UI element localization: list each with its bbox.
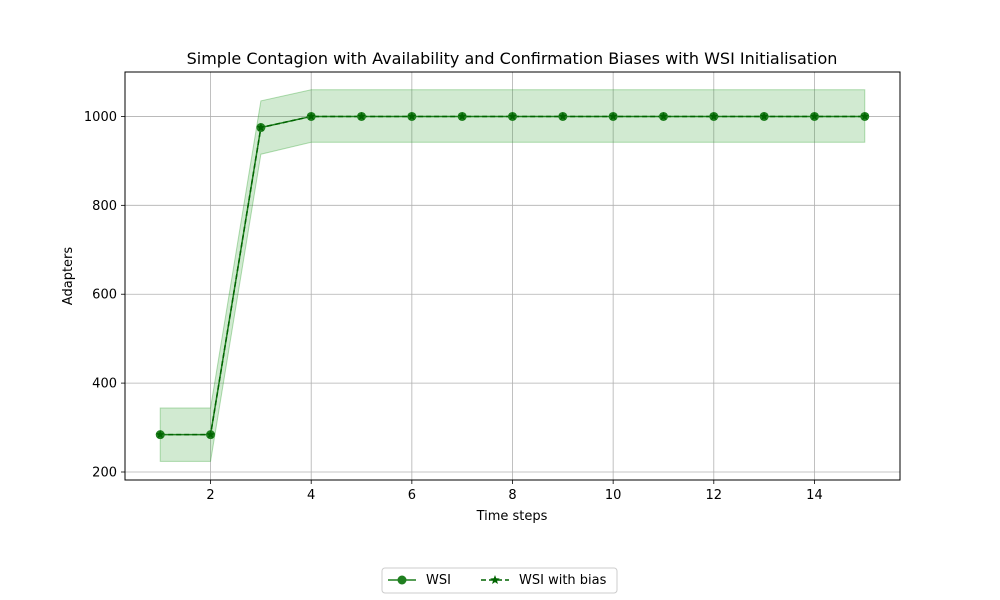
chart-title: Simple Contagion with Availability and C… <box>187 49 838 68</box>
legend-marker-wsi <box>397 575 407 585</box>
data-point-star <box>206 430 215 439</box>
confidence-band-area <box>159 89 866 462</box>
x-tick-label: 8 <box>508 488 516 503</box>
x-axis-ticks: 2 4 6 8 10 12 14 <box>206 480 823 503</box>
legend-label-wsi: WSI <box>426 573 451 588</box>
data-point-star <box>608 111 618 121</box>
data-point-star <box>306 111 316 121</box>
y-tick-label: 1000 <box>84 110 117 125</box>
x-tick-label: 10 <box>605 488 622 503</box>
y-tick-label: 400 <box>92 377 117 392</box>
x-tick-label: 2 <box>206 488 214 503</box>
x-tick-label: 6 <box>408 488 416 503</box>
x-axis-label: Time steps <box>476 509 548 524</box>
data-point-star <box>810 111 819 121</box>
data-point-star <box>155 430 165 439</box>
confidence-band <box>159 89 866 462</box>
series-line-1 <box>160 115 865 436</box>
x-tick-label: 4 <box>307 488 315 503</box>
data-point-star <box>659 111 668 121</box>
data-point-star <box>256 123 266 132</box>
y-tick-label: 600 <box>92 288 117 303</box>
y-tick-label: 200 <box>92 466 117 481</box>
data-point-star <box>558 111 568 121</box>
legend: WSI WSI with bias <box>381 567 618 594</box>
data-point-star <box>709 111 719 121</box>
y-axis-ticks: 200 400 600 800 1000 <box>84 110 125 481</box>
legend-label-wsi-bias: WSI with bias <box>519 573 607 588</box>
grid <box>125 72 900 480</box>
series-markers <box>155 111 870 440</box>
y-axis-label: Adapters <box>61 247 76 306</box>
data-point-star <box>860 111 870 121</box>
legend-marker-wsi-bias <box>490 575 500 585</box>
data-point-star <box>407 111 417 121</box>
data-point-star <box>357 111 366 121</box>
data-point-star <box>457 111 467 121</box>
data-point-star <box>508 111 517 121</box>
x-tick-label: 12 <box>706 488 723 503</box>
x-tick-label: 14 <box>806 488 823 503</box>
data-point-star <box>759 111 769 121</box>
y-tick-label: 800 <box>92 199 117 214</box>
